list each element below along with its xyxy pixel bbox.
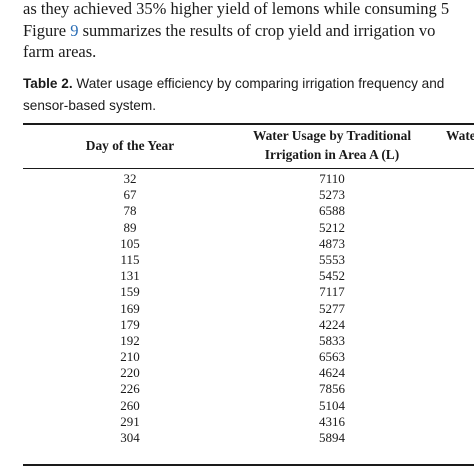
cell-day: 304 [120,430,140,445]
caption-text-1: Water usage efficiency by comparing irri… [72,76,445,91]
table-row: 192 5833 [0,333,474,349]
cell-day: 131 [120,268,140,284]
header-traditional-irrigation: Water Usage by Traditional Irrigation in… [232,126,432,164]
table-row: 89 5212 [0,220,474,236]
cell-traditional-usage: 5894 [319,430,345,445]
cell-traditional-usage: 4873 [319,235,345,251]
cell-day: 192 [120,332,140,348]
paragraph-line-3: farm areas. [23,42,97,61]
table-row: 78 6588 [0,203,474,219]
table-row: 67 5273 [0,187,474,203]
table-row: 220 4624 [0,365,474,381]
cell-traditional-usage: 4316 [319,413,345,429]
table-row: 169 5277 [0,301,474,317]
cell-traditional-usage: 6588 [319,203,345,219]
table-row: 291 4316 [0,414,474,430]
figure-9-link[interactable]: 9 [70,20,79,40]
cell-traditional-usage: 5212 [319,219,345,235]
header-traditional-line-2: Irrigation in Area A (L) [264,147,400,162]
cell-day: 89 [123,219,137,235]
cell-day: 220 [120,365,140,381]
cell-traditional-usage: 5452 [319,268,345,284]
cell-traditional-usage: 7117 [319,284,345,300]
header-traditional-line-1: Water Usage by Traditional [252,128,412,143]
cell-traditional-usage: 5104 [319,397,345,413]
cell-day: 179 [120,316,140,332]
table-row: 131 5452 [0,268,474,284]
table-row: 159 7117 [0,284,474,300]
cell-traditional-usage: 4624 [319,365,345,381]
cell-traditional-usage: 7110 [319,171,345,186]
table-top-rule [23,123,474,125]
table-row: 304 5894 [0,430,474,446]
cell-day: 32 [123,171,137,186]
table-row: 210 6563 [0,349,474,365]
cell-traditional-usage: 5273 [319,187,345,203]
cell-day: 159 [120,284,140,300]
cell-day: 78 [123,203,137,219]
header-day-of-year: Day of the Year [85,138,175,153]
cell-traditional-usage: 5277 [319,300,345,316]
cell-day: 210 [120,349,140,365]
cell-traditional-usage: 4224 [319,316,345,332]
cell-traditional-usage: 7856 [319,381,345,397]
cell-day: 291 [120,413,140,429]
cell-day: 169 [120,300,140,316]
table-row: 105 4873 [0,236,474,252]
caption-line-2: sensor-based system. [23,98,156,113]
paragraph-line-2: Figure 9 summarizes the results of crop … [23,20,474,42]
cell-day: 260 [120,397,140,413]
cell-traditional-usage: 5553 [319,251,345,267]
paragraph-line-1: as they achieved 35% higher yield of lem… [23,0,450,18]
cell-traditional-usage: 6563 [319,349,345,365]
cell-day: 105 [120,235,140,251]
table-header-rule [23,168,474,169]
table-caption: Table 2. Water usage efficiency by compa… [23,73,474,117]
table-body: 32 7110 67 5273 78 6588 89 5212 105 4873 115 5553 13… [0,171,474,446]
caption-label: Table 2. [23,76,73,91]
table-bottom-rule [23,464,474,466]
table-row: 226 7856 [0,381,474,397]
table-row: 32 7110 [0,171,474,187]
body-paragraph: as they achieved 35% higher yield of lem… [23,0,474,63]
table-row: 179 4224 [0,317,474,333]
cell-day: 67 [123,187,137,203]
paragraph-line-2-end: summarizes the results of crop yield and… [78,20,436,40]
table-row: 115 5553 [0,252,474,268]
cell-day: 115 [120,251,140,267]
table-row: 260 5104 [0,398,474,414]
cell-day: 226 [120,381,140,397]
cell-traditional-usage: 5833 [319,332,345,348]
paragraph-line-2-start: Figure [23,20,71,40]
header-next-column: Wate [446,128,474,143]
caption-line-1: Table 2. Water usage efficiency by compa… [23,73,474,95]
